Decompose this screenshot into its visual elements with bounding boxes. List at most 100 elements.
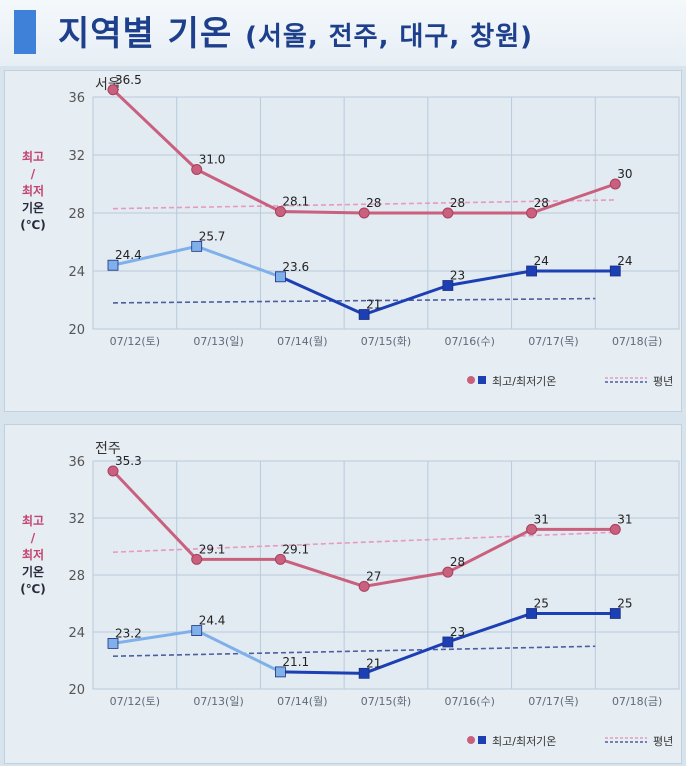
y-tick-label: 32 (68, 149, 85, 164)
max-point (274, 553, 286, 565)
min-point (358, 667, 370, 679)
min-data-label: 23.6 (282, 260, 309, 274)
series-min-segment (278, 670, 366, 675)
page-title-sub: (서울, 전주, 대구, 창원) (245, 22, 534, 52)
max-data-label: 29.1 (282, 542, 309, 556)
page-title: 지역별 기온 (서울, 전주, 대구, 창원) (58, 6, 533, 55)
y-axis-title-part: 최저 (22, 547, 44, 562)
chart-title: 전주 (95, 441, 121, 457)
y-tick-label: 24 (68, 626, 85, 641)
series-min-segment (111, 629, 199, 645)
normal-min-line (112, 645, 596, 658)
max-point (442, 566, 454, 578)
legend-max-marker (467, 736, 475, 744)
chart-panel-seoul: 20 24 28 32 36 07/12(토) 07/13(일) 07/14(월) 07/15(… (4, 70, 682, 412)
max-point (107, 84, 119, 96)
max-data-label: 28 (534, 196, 549, 210)
max-data-label: 28 (366, 196, 381, 210)
series-min-segment (111, 244, 199, 267)
legend-observed-label: 최고/최저기온 (492, 735, 556, 748)
legend-min-marker (478, 736, 486, 744)
min-point (275, 666, 286, 678)
y-tick-label: 28 (68, 207, 85, 222)
y-tick-label: 36 (68, 455, 85, 470)
min-data-label: 23.2 (115, 626, 142, 640)
max-data-label: 28 (450, 196, 465, 210)
min-data-label: 21.1 (282, 655, 309, 669)
legend-min-marker (478, 376, 486, 384)
min-point (609, 265, 621, 277)
min-point (442, 280, 454, 291)
min-data-label: 25 (617, 596, 632, 610)
max-point (609, 178, 621, 190)
x-tick-label: 07/18(금) (612, 335, 662, 348)
y-tick-label: 28 (68, 569, 85, 584)
max-point (274, 206, 286, 218)
chart-seoul: 20 24 28 32 36 07/12(토) 07/13(일) 07/14(월) 07/15(… (20, 73, 680, 388)
y-axis-title-part: 최고 (22, 513, 44, 528)
x-tick-label: 07/13(일) (193, 694, 243, 708)
max-data-label: 27 (366, 569, 381, 583)
x-tick-label: 07/14(월) (277, 335, 327, 348)
legend-normal-label: 평년 (653, 375, 673, 388)
max-point (442, 207, 454, 219)
y-tick-label: 32 (68, 512, 85, 527)
min-point (191, 625, 203, 636)
x-tick-label: 07/15(화) (361, 695, 411, 708)
max-point (358, 580, 370, 592)
x-tick-label: 07/16(수) (445, 695, 495, 708)
y-tick-label: 20 (68, 683, 85, 698)
min-data-label: 24.4 (115, 248, 142, 262)
min-data-label: 23 (450, 625, 465, 639)
y-tick-label: 20 (68, 323, 85, 338)
min-point (609, 608, 621, 619)
min-point (191, 240, 203, 252)
max-data-label: 30 (617, 167, 632, 181)
x-tick-label: 07/17(목) (528, 695, 578, 708)
title-accent-bar (14, 10, 36, 54)
y-axis-title-part: (℃) (20, 582, 46, 596)
min-point (442, 636, 454, 648)
x-tick-label: 07/16(수) (445, 335, 495, 348)
max-data-label: 31 (534, 512, 549, 526)
title-bar: 지역별 기온 (서울, 전주, 대구, 창원) (0, 0, 686, 66)
min-point (526, 265, 537, 277)
max-point (609, 523, 621, 535)
max-point (191, 164, 203, 175)
max-data-label: 31 (617, 512, 632, 526)
y-axis-title-part: 최저 (22, 183, 44, 198)
max-point (191, 553, 203, 565)
max-point (526, 523, 538, 535)
x-tick-label: 07/15(화) (361, 335, 411, 348)
y-axis-title-part: / (31, 167, 36, 181)
x-tick-label: 07/13(일) (193, 334, 243, 348)
max-point (358, 207, 370, 219)
chart-jeonju: 20 24 28 32 36 07/12(토) 07/13(일) 07/14(월) 07/15(… (20, 441, 680, 748)
x-tick-label: 07/17(목) (528, 335, 578, 348)
min-data-label: 24 (617, 254, 632, 268)
max-data-label: 31.0 (199, 153, 226, 167)
series-min-segment (362, 640, 450, 675)
max-data-label: 28.1 (282, 195, 309, 209)
normal-max-line (112, 199, 616, 210)
min-data-label: 23 (450, 269, 465, 283)
y-axis-title-part: 최고 (22, 149, 44, 164)
chart-panel-jeonju: 20 24 28 32 36 07/12(토) 07/13(일) 07/14(월) 07/15(… (4, 424, 682, 764)
min-point (275, 271, 286, 283)
series-min-segment (278, 275, 366, 316)
max-point (107, 465, 119, 477)
legend-normal-label: 평년 (653, 735, 673, 748)
max-data-label: 29.1 (199, 542, 226, 556)
min-point (107, 259, 119, 271)
series-min-segment (195, 629, 282, 674)
legend-max-marker (467, 376, 475, 384)
series-min-segment (446, 611, 534, 644)
max-point (526, 207, 538, 219)
min-point (526, 608, 537, 619)
min-point (107, 637, 119, 649)
max-data-label: 36.5 (115, 73, 142, 87)
page-title-main: 지역별 기온 (58, 14, 233, 54)
min-point (358, 309, 370, 320)
min-data-label: 25.7 (199, 229, 226, 243)
x-tick-label: 07/14(월) (277, 695, 327, 708)
